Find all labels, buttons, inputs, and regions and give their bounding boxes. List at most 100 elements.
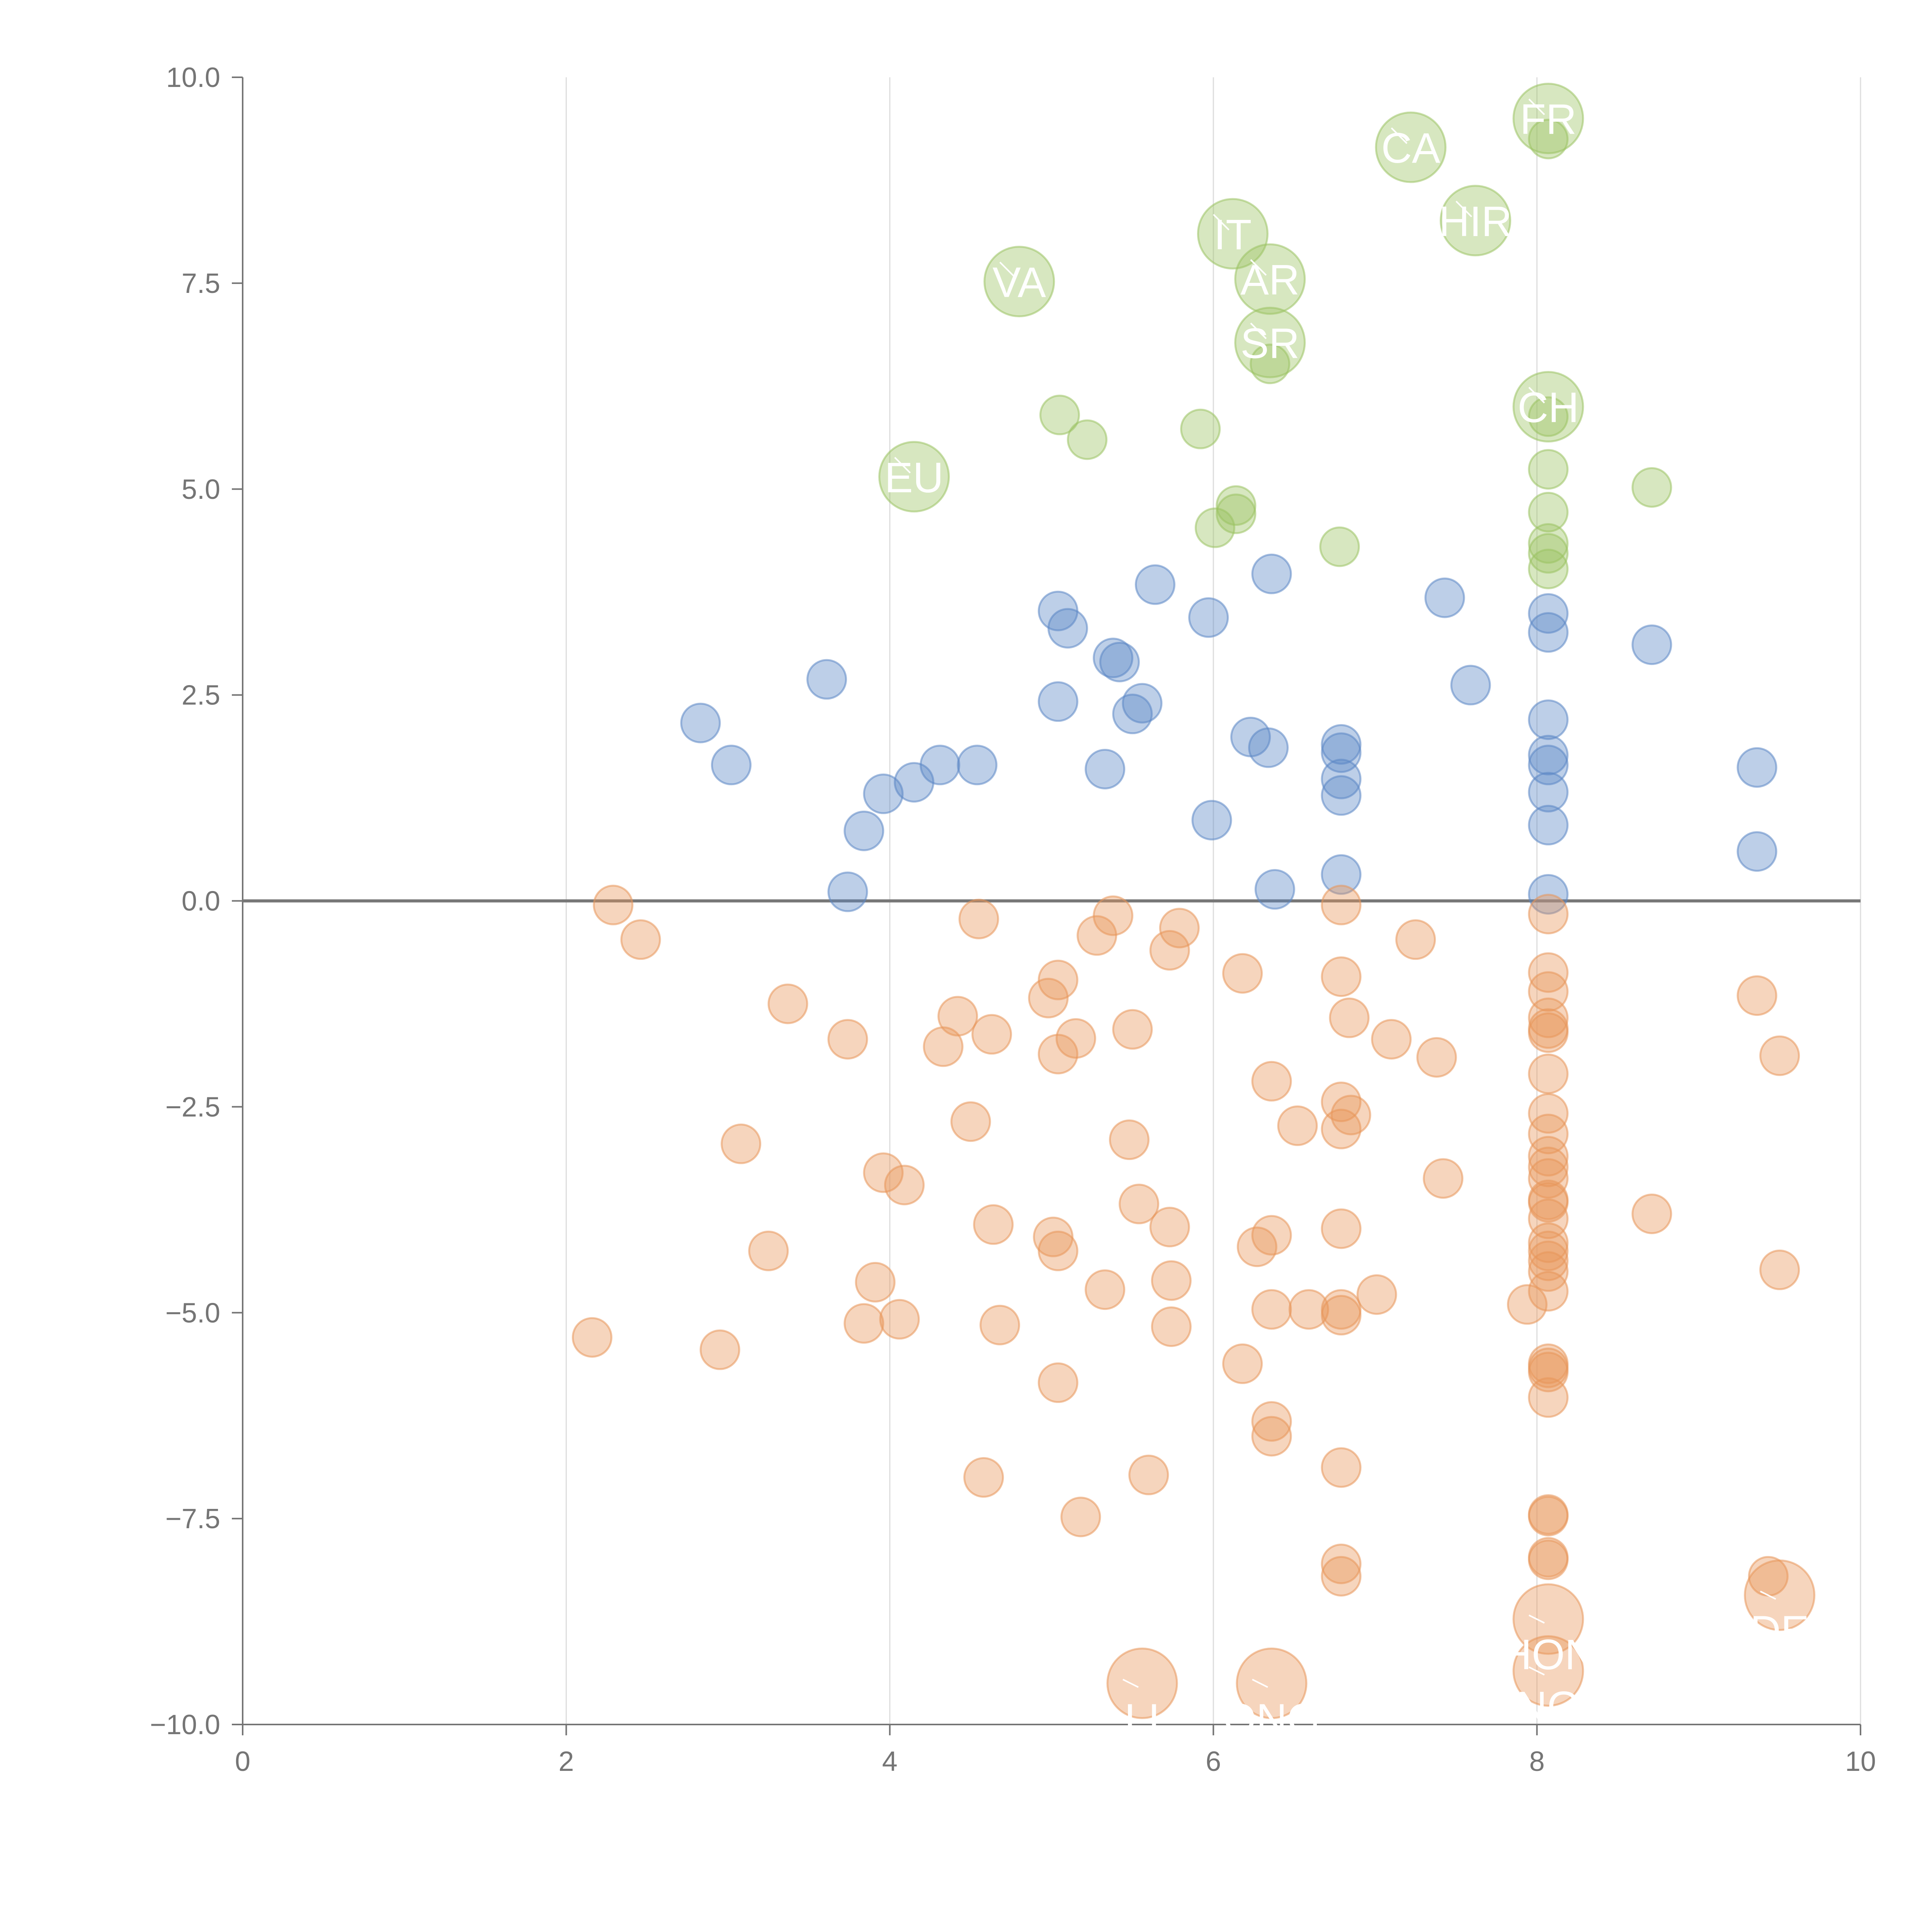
orange-point (1631, 1193, 1672, 1234)
orange-labeled-point (1512, 1583, 1584, 1655)
label-leader-line (1456, 201, 1472, 218)
orange-point (1528, 1230, 1569, 1271)
orange-point (971, 1014, 1012, 1055)
blue-point (1093, 638, 1134, 679)
blue-point (806, 659, 847, 700)
orange-point (1159, 908, 1200, 949)
orange-point (1528, 997, 1569, 1038)
orange-point (1507, 1284, 1548, 1325)
label-leader-line (1213, 214, 1230, 231)
label-leader-line (1529, 1666, 1545, 1676)
label-leader-line (1529, 1614, 1545, 1624)
blue-point (1528, 735, 1569, 776)
orange-point (1251, 1061, 1292, 1102)
y-tick-label: 10.0 (166, 62, 220, 93)
orange-point (1528, 1136, 1569, 1177)
orange-point (1528, 1012, 1569, 1053)
orange-point (1416, 1037, 1457, 1078)
orange-point (1112, 1009, 1153, 1050)
blue-point (1321, 724, 1362, 765)
blue-point (1122, 683, 1163, 724)
orange-point (1251, 1289, 1292, 1330)
orange-point (973, 1204, 1014, 1245)
green-point (1319, 526, 1360, 567)
point-label: CH (1517, 384, 1579, 432)
blue-point (920, 745, 961, 786)
green-point (1528, 533, 1569, 574)
blue-point (1736, 831, 1777, 872)
label-leader-line (1391, 127, 1408, 144)
x-tick-label: 4 (882, 1746, 898, 1777)
point-label: HON (1501, 1631, 1595, 1679)
orange-point (1151, 1260, 1192, 1301)
orange-point (1060, 1497, 1101, 1537)
orange-point (1528, 1377, 1569, 1418)
orange-point (1736, 975, 1777, 1016)
x-tick-label: 2 (558, 1746, 574, 1777)
blue-point (1134, 564, 1175, 605)
orange-point (1222, 953, 1263, 994)
orange-point (1528, 1158, 1569, 1199)
blue-point (1528, 699, 1569, 740)
orange-point (1528, 1496, 1569, 1537)
blue-point (1248, 727, 1289, 768)
orange-point (1528, 1198, 1569, 1239)
point-label: FR (1520, 96, 1577, 143)
blue-point (827, 871, 868, 912)
orange-point (1149, 930, 1190, 971)
orange-point (1371, 1019, 1412, 1060)
orange-point (1321, 1208, 1362, 1249)
orange-point (1528, 1093, 1569, 1134)
blue-point (1528, 612, 1569, 653)
y-tick-label: 2.5 (182, 680, 220, 711)
orange-point (937, 996, 978, 1037)
point-label: DE (1750, 1607, 1809, 1655)
orange-point (879, 1299, 920, 1340)
orange-point (1149, 1207, 1190, 1248)
x-tick-label: 8 (1529, 1746, 1545, 1777)
green-point (1194, 507, 1235, 548)
blue-point (844, 810, 884, 851)
y-tick-label: 0.0 (182, 886, 220, 917)
orange-point (1423, 1158, 1464, 1199)
point-label: SR (1240, 320, 1299, 367)
orange-point (1528, 1053, 1569, 1094)
label-leader-line (1760, 1590, 1776, 1600)
x-tick-label: 10 (1845, 1746, 1876, 1777)
orange-point (748, 1230, 789, 1271)
orange-point (1251, 1401, 1292, 1442)
blue-point (1528, 772, 1569, 813)
y-tick-label: −10.0 (150, 1709, 220, 1740)
green-point (1067, 419, 1108, 460)
blue-point (1099, 641, 1140, 682)
orange-point (863, 1152, 904, 1193)
orange-point (1321, 956, 1362, 997)
y-tick-label: −5.0 (165, 1298, 220, 1328)
y-tick-label: −2.5 (165, 1092, 220, 1122)
orange-point (1321, 1447, 1362, 1488)
point-label: VA (992, 259, 1046, 306)
label-leader-line (1528, 99, 1545, 115)
orange-point (855, 1262, 896, 1303)
orange-point (1329, 997, 1370, 1038)
orange-point (1528, 1539, 1569, 1580)
blue-point (1321, 854, 1362, 895)
orange-point (1759, 1249, 1800, 1290)
orange-point (1128, 1454, 1169, 1495)
label-leader-line (1122, 1679, 1139, 1688)
blue-point (1188, 597, 1229, 638)
orange-point (1528, 1222, 1569, 1263)
green-point (1631, 467, 1672, 508)
orange-point (1321, 884, 1362, 925)
blue-point (1528, 804, 1569, 845)
point-label: ONG (1223, 1695, 1320, 1743)
point-label: LI (1124, 1695, 1160, 1743)
orange-point (1528, 1240, 1569, 1281)
green-point (1039, 395, 1080, 435)
orange-point (699, 1329, 740, 1370)
orange-point (1321, 1556, 1362, 1597)
blue-point (1450, 665, 1491, 706)
